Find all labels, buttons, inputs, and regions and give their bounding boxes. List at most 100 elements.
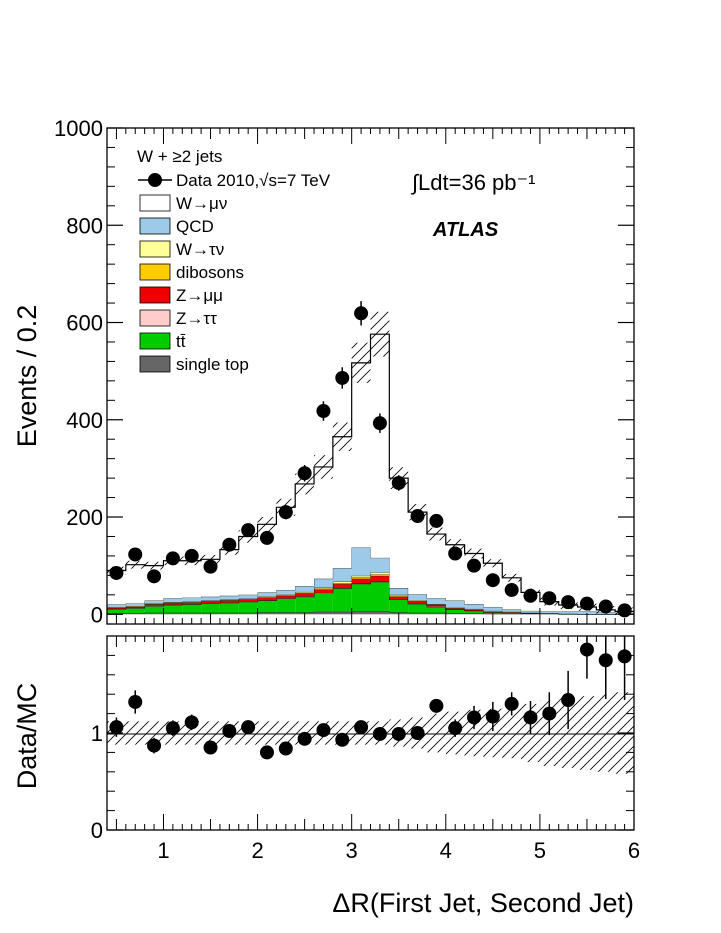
stack-tt- — [107, 581, 634, 615]
stacked-histogram — [107, 333, 634, 615]
data-point — [241, 523, 256, 538]
stack-bar — [125, 603, 145, 607]
legend-entry: single top — [139, 355, 249, 374]
stack-bar — [295, 596, 315, 613]
stack-bar — [502, 612, 522, 614]
ratio-point — [485, 709, 500, 724]
data-point — [147, 569, 162, 584]
mc-uncertainty-bin — [351, 342, 371, 383]
y-tick-label: 0 — [91, 602, 103, 627]
ratio-point — [259, 745, 274, 760]
stack-bar — [408, 600, 427, 602]
ratio-point — [372, 726, 387, 741]
stack-bar — [107, 604, 126, 607]
stack-bar — [314, 611, 333, 615]
stack-bar — [182, 612, 202, 615]
y-tick-label: 800 — [66, 213, 103, 238]
legend-swatch — [139, 286, 171, 304]
data-point — [165, 551, 180, 566]
mc-uncertainty-bin — [332, 422, 352, 451]
stack-bar — [445, 608, 465, 610]
legend-label: W→μν — [176, 194, 227, 213]
stack-bar — [125, 613, 145, 615]
stack-bar — [464, 609, 484, 611]
stack-bar — [314, 466, 333, 579]
stack-bar — [276, 507, 296, 590]
legend-label: W→τν — [176, 240, 224, 259]
ratio-uncertainty-bin — [125, 721, 145, 745]
legend-entry: tt̄ — [139, 332, 186, 351]
data-point — [278, 505, 293, 520]
stack-bar — [539, 611, 559, 614]
data-point — [222, 537, 237, 552]
stack-bar — [521, 610, 540, 613]
stack-bar — [558, 611, 578, 614]
stack-bar — [332, 436, 352, 569]
ratio-point — [278, 741, 293, 756]
stack-bar — [314, 587, 333, 589]
stack-bar — [426, 598, 446, 605]
stack-bar — [464, 613, 484, 615]
legend-entry: QCD — [139, 217, 214, 236]
stack-bar — [577, 611, 597, 615]
ratio-uncertainty-bin — [257, 721, 277, 745]
ratio-uncertainty-bin — [276, 721, 296, 745]
stack-bar — [182, 602, 202, 605]
mc-uncertainty-bin — [295, 473, 315, 495]
data-point — [109, 565, 124, 580]
ratio-point — [297, 731, 312, 746]
y-tick-label: 200 — [66, 505, 103, 530]
mc-uncertainty-bin — [483, 559, 503, 568]
stack-bar — [257, 612, 277, 615]
selection-label: W + ≥2 jets — [137, 147, 222, 166]
stack-bar — [389, 599, 409, 613]
y-tick-label: 1000 — [54, 116, 103, 141]
legend-entry: Z→μμ — [139, 286, 223, 305]
stack-bar — [238, 602, 258, 613]
legend-marker — [148, 173, 162, 187]
stack-bar — [370, 611, 390, 615]
ratio-point — [128, 694, 143, 709]
ratio-point — [222, 724, 237, 739]
data-point — [429, 513, 444, 528]
stack-bar — [426, 605, 446, 607]
stack-bar — [445, 600, 465, 608]
top-axis-ticks: 0 200 400 600 800 1000 — [54, 116, 635, 627]
stack-bar — [426, 606, 446, 613]
stack-bar — [464, 610, 484, 614]
stack-bar — [201, 596, 220, 601]
stack-bar — [182, 560, 202, 598]
stack-bar — [238, 536, 258, 595]
legend-entry: Z→ττ — [139, 309, 217, 328]
y-axis-label-bottom: Data/MC — [12, 683, 42, 790]
stack-bar — [370, 334, 390, 558]
ratio-uncertainty-band — [107, 692, 634, 774]
stack-bar — [295, 591, 315, 593]
stack-bar — [144, 612, 164, 615]
stack-bar — [351, 577, 371, 579]
data-point — [128, 547, 143, 562]
stack-bar — [483, 606, 503, 611]
ratio-uncertainty-bin — [577, 696, 597, 770]
stack-bar — [144, 606, 164, 613]
legend-swatch — [139, 194, 171, 212]
stack-bar — [464, 604, 484, 609]
stack-bar — [163, 560, 183, 599]
stack-bar — [389, 594, 409, 596]
ratio-uncertainty-bin — [144, 721, 164, 745]
y-axis-label-top: Events / 0.2 — [12, 305, 42, 448]
legend-label: Data 2010,√s=7 TeV — [176, 171, 331, 190]
mc-uncertainty-bin — [125, 560, 145, 569]
stack-bar — [238, 594, 258, 599]
stack-bar — [163, 612, 183, 615]
stack-bar — [332, 588, 352, 612]
stack-bar — [257, 596, 277, 598]
stack-bar — [163, 603, 183, 605]
stack-bar — [295, 586, 315, 592]
stack-bar — [408, 612, 427, 615]
y-tick-label: 600 — [66, 311, 103, 336]
stack-bar — [163, 605, 183, 613]
stack-bar — [389, 596, 409, 600]
legend-swatch — [139, 332, 171, 350]
legend-entry: W→μν — [139, 194, 227, 213]
